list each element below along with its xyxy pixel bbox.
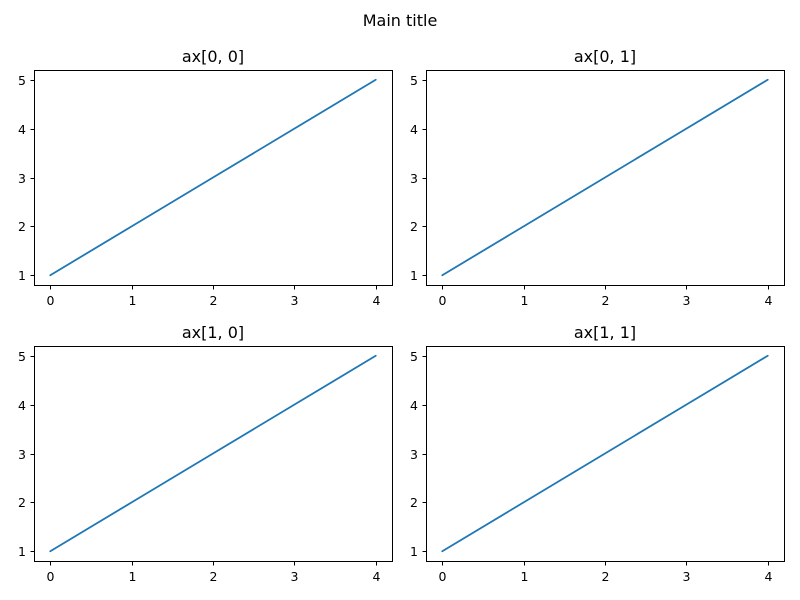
y-tick-label: 1 — [410, 268, 418, 283]
y-tick-label: 3 — [18, 447, 26, 462]
y-tick-label: 4 — [18, 122, 26, 137]
y-tick-label: 2 — [18, 219, 26, 234]
y-tick-label: 1 — [410, 544, 418, 559]
x-tick-label: 3 — [291, 569, 299, 584]
x-tick-label: 3 — [683, 293, 691, 308]
y-tick-label: 3 — [410, 447, 418, 462]
x-tick-label: 0 — [439, 569, 447, 584]
x-tick-label: 2 — [602, 569, 610, 584]
series-line — [441, 354, 769, 553]
y-tick-label: 2 — [410, 219, 418, 234]
subplot-2: ax[1, 0] 0 1 2 3 4 1 2 3 4 5 — [18, 323, 393, 584]
axes-title: ax[1, 1] — [574, 323, 636, 342]
y-tick-label: 2 — [410, 495, 418, 510]
subplot-1: ax[0, 1] 0 1 2 3 4 1 2 3 4 5 — [410, 47, 785, 308]
x-tick-label: 2 — [210, 569, 218, 584]
x-tick-label: 4 — [765, 293, 773, 308]
y-tick-label: 3 — [18, 171, 26, 186]
series-line — [49, 78, 377, 277]
y-tick-label: 5 — [410, 73, 418, 88]
y-tick-label: 5 — [18, 73, 26, 88]
y-tick-label: 5 — [18, 349, 26, 364]
x-tick-label: 4 — [373, 569, 381, 584]
y-tick-label: 1 — [18, 544, 26, 559]
series-line — [441, 78, 769, 277]
figure-suptitle: Main title — [363, 11, 438, 30]
y-tick-label: 2 — [18, 495, 26, 510]
y-tick-label: 4 — [410, 398, 418, 413]
x-tick-label: 0 — [47, 293, 55, 308]
y-tick-label: 5 — [410, 349, 418, 364]
x-tick-label: 1 — [521, 293, 529, 308]
y-tick-label: 1 — [18, 268, 26, 283]
y-tick-label: 3 — [410, 171, 418, 186]
x-tick-label: 4 — [765, 569, 773, 584]
y-tick-label: 4 — [410, 122, 418, 137]
x-tick-label: 2 — [210, 293, 218, 308]
y-tick-label: 4 — [18, 398, 26, 413]
x-tick-label: 2 — [602, 293, 610, 308]
x-tick-label: 1 — [521, 569, 529, 584]
axes-title: ax[1, 0] — [182, 323, 244, 342]
x-tick-label: 4 — [373, 293, 381, 308]
series-line — [49, 354, 377, 553]
subplot-3: ax[1, 1] 0 1 2 3 4 1 2 3 4 5 — [410, 323, 785, 584]
x-tick-label: 0 — [47, 569, 55, 584]
x-tick-label: 3 — [683, 569, 691, 584]
axes-title: ax[0, 0] — [182, 47, 244, 66]
axes-title: ax[0, 1] — [574, 47, 636, 66]
x-tick-label: 1 — [129, 569, 137, 584]
x-tick-label: 0 — [439, 293, 447, 308]
x-tick-label: 3 — [291, 293, 299, 308]
subplot-0: ax[0, 0] 0 1 2 3 4 1 2 3 4 5 — [18, 47, 393, 308]
x-tick-label: 1 — [129, 293, 137, 308]
